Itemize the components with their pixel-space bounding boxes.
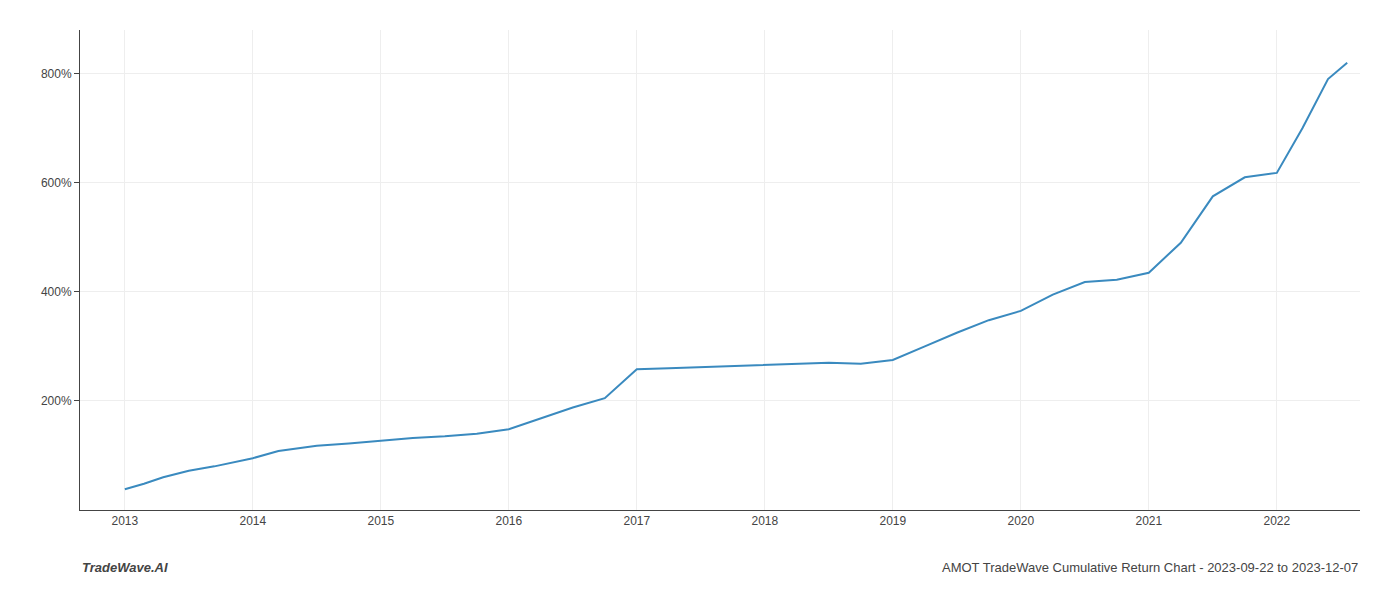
svg-text:2022: 2022	[1263, 514, 1290, 528]
svg-text:800%: 800%	[41, 67, 72, 81]
svg-text:2016: 2016	[495, 514, 522, 528]
svg-text:400%: 400%	[41, 285, 72, 299]
svg-text:AMOT TradeWave Cumulative Retu: AMOT TradeWave Cumulative Return Chart -…	[942, 560, 1358, 575]
svg-text:600%: 600%	[41, 176, 72, 190]
svg-text:2020: 2020	[1007, 514, 1034, 528]
svg-text:2017: 2017	[623, 514, 650, 528]
svg-text:200%: 200%	[41, 394, 72, 408]
svg-text:2019: 2019	[879, 514, 906, 528]
svg-text:2013: 2013	[111, 514, 138, 528]
svg-text:2015: 2015	[367, 514, 394, 528]
svg-text:TradeWave.AI: TradeWave.AI	[82, 560, 168, 575]
svg-text:2018: 2018	[751, 514, 778, 528]
svg-text:2021: 2021	[1135, 514, 1162, 528]
svg-text:2014: 2014	[239, 514, 266, 528]
